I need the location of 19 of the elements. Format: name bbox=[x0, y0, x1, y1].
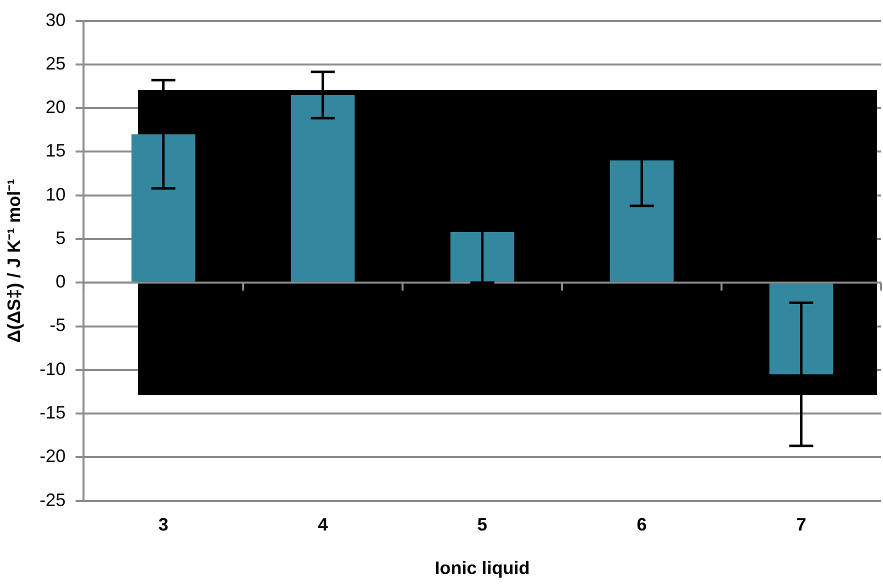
y-tick-label: -20 bbox=[40, 446, 66, 466]
x-tick-label: 7 bbox=[796, 514, 806, 535]
y-tick-label: 0 bbox=[56, 272, 66, 292]
y-tick-label: -10 bbox=[40, 358, 66, 379]
y-tick-label: -5 bbox=[50, 315, 66, 336]
y-tick-label: 20 bbox=[46, 97, 66, 118]
y-tick-label: 30 bbox=[46, 10, 66, 30]
x-tick-label: 6 bbox=[636, 514, 647, 535]
y-tick-label: -15 bbox=[40, 402, 66, 422]
y-tick-label: -25 bbox=[40, 490, 66, 510]
y-axis-title: Δ(ΔS‡) / J K⁻¹ mol⁻¹ bbox=[4, 178, 24, 343]
y-tick-label: 10 bbox=[46, 184, 66, 204]
x-axis-title: Ionic liquid bbox=[434, 558, 530, 578]
x-tick-label: 5 bbox=[477, 514, 488, 535]
y-tick-label: 25 bbox=[46, 53, 66, 74]
y-tick-label: 15 bbox=[46, 140, 66, 161]
x-tick-label: 3 bbox=[158, 514, 168, 535]
y-tick-label: 5 bbox=[56, 228, 66, 248]
x-tick-label: 4 bbox=[318, 514, 328, 535]
